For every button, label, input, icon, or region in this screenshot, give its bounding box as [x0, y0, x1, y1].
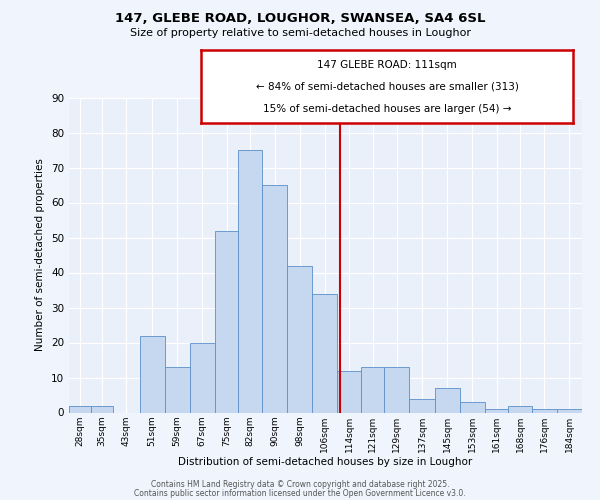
Bar [91, 406, 113, 412]
Text: 147, GLEBE ROAD, LOUGHOR, SWANSEA, SA4 6SL: 147, GLEBE ROAD, LOUGHOR, SWANSEA, SA4 6… [115, 12, 485, 26]
Bar [532, 409, 557, 412]
Bar [69, 406, 91, 412]
Text: Contains public sector information licensed under the Open Government Licence v3: Contains public sector information licen… [134, 488, 466, 498]
Text: ← 84% of semi-detached houses are smaller (313): ← 84% of semi-detached houses are smalle… [256, 81, 518, 91]
Text: Contains HM Land Registry data © Crown copyright and database right 2025.: Contains HM Land Registry data © Crown c… [151, 480, 449, 489]
Bar [238, 150, 262, 412]
Bar [508, 406, 532, 412]
Bar [164, 367, 190, 412]
Bar [485, 409, 508, 412]
Bar [215, 230, 238, 412]
Bar [460, 402, 485, 412]
Bar [140, 336, 164, 412]
Y-axis label: Number of semi-detached properties: Number of semi-detached properties [35, 158, 46, 352]
X-axis label: Distribution of semi-detached houses by size in Loughor: Distribution of semi-detached houses by … [178, 457, 473, 467]
Bar [434, 388, 460, 412]
Text: Size of property relative to semi-detached houses in Loughor: Size of property relative to semi-detach… [130, 28, 470, 38]
Bar [337, 370, 361, 412]
Bar [312, 294, 337, 412]
Text: 15% of semi-detached houses are larger (54) →: 15% of semi-detached houses are larger (… [263, 104, 511, 115]
Text: 147 GLEBE ROAD: 111sqm: 147 GLEBE ROAD: 111sqm [317, 60, 457, 70]
Bar [409, 398, 434, 412]
Bar [361, 367, 385, 412]
Bar [385, 367, 409, 412]
Bar [262, 185, 287, 412]
Bar [557, 409, 582, 412]
Bar [190, 342, 215, 412]
Bar [287, 266, 312, 412]
